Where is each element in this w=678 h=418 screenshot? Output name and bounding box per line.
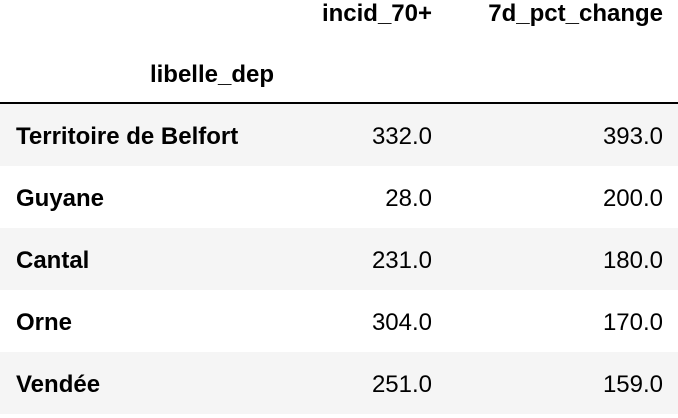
column-header-incid-70: incid_70+ [321, 0, 432, 27]
cell-incid-70: 231.0 [371, 247, 432, 274]
cell-7d-pct-change: 200.0 [602, 185, 663, 212]
row-index-label: Vendée [16, 371, 101, 398]
cell-incid-70: 332.0 [371, 123, 432, 150]
cell-7d-pct-change: 180.0 [602, 247, 663, 274]
table-row: Territoire de Belfort 332.0 393.0 [0, 104, 678, 166]
cell-7d-pct-change: 159.0 [602, 371, 663, 398]
cell-incid-70: 304.0 [371, 309, 432, 336]
row-index-label: Cantal [16, 247, 90, 274]
column-header-7d-pct-change: 7d_pct_change [488, 0, 663, 27]
index-name-header: libelle_dep [149, 61, 274, 88]
table-body: Territoire de Belfort 332.0 393.0 Guyane… [0, 104, 678, 414]
header-divider [0, 102, 678, 104]
table-row: Vendée 251.0 159.0 [0, 352, 678, 414]
table-row: Cantal 231.0 180.0 [0, 228, 678, 290]
table-row: Guyane 28.0 200.0 [0, 166, 678, 228]
cell-incid-70: 28.0 [385, 185, 432, 212]
row-index-label: Guyane [16, 185, 105, 212]
cell-incid-70: 251.0 [371, 371, 432, 398]
row-index-label: Territoire de Belfort [16, 123, 239, 150]
table-row: Orne 304.0 170.0 [0, 290, 678, 352]
row-index-label: Orne [16, 309, 73, 336]
column-header-row: incid_70+ 7d_pct_change [0, 0, 678, 52]
cell-7d-pct-change: 393.0 [602, 123, 663, 150]
cell-7d-pct-change: 170.0 [602, 309, 663, 336]
